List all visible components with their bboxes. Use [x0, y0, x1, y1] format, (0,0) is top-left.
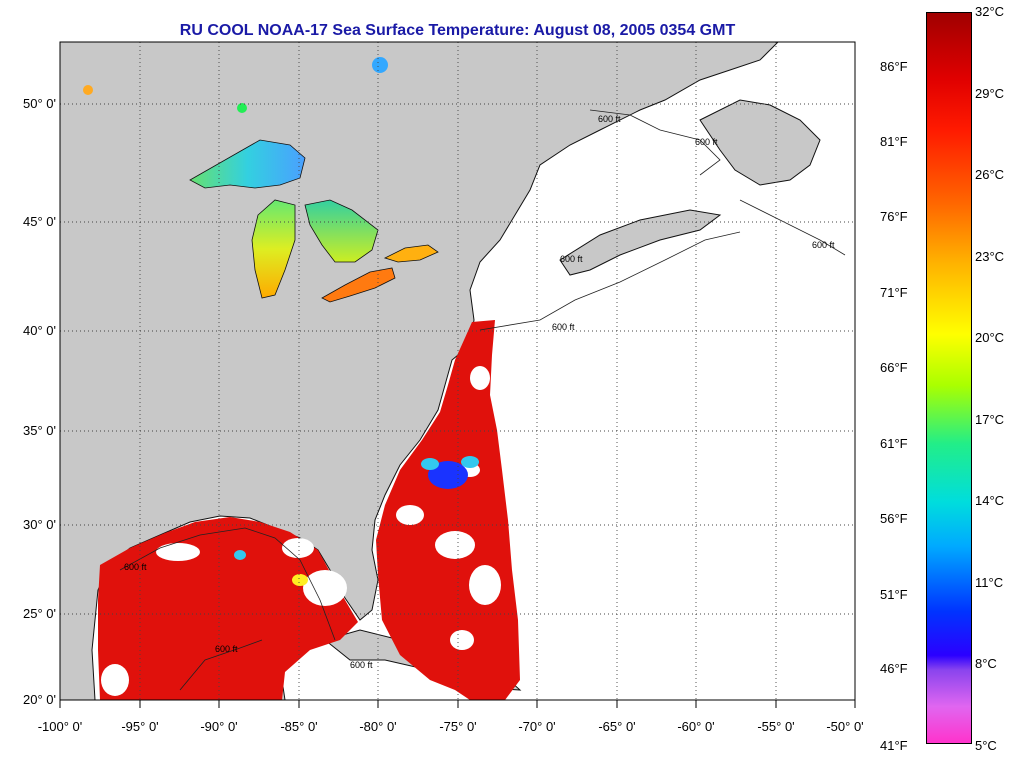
maritimes-land [559, 209, 722, 276]
cool-sst-patch [234, 550, 246, 560]
gulf-sst [98, 517, 358, 700]
inland-lake [237, 103, 247, 113]
lon-label: -90° 0' [200, 719, 238, 734]
axis-ticks [59, 700, 856, 708]
lon-label: -85° 0' [280, 719, 318, 734]
colorbar-c-label: 29°C [975, 86, 1005, 101]
lon-label: -65° 0' [598, 719, 636, 734]
lake-michigan [251, 199, 296, 299]
cool-sst-patch [421, 458, 439, 470]
colorbar-f-label: 61°F [880, 436, 908, 451]
lat-label: 45° 0' [23, 214, 56, 229]
colorbar-c-label: 5°C [975, 738, 997, 753]
isobath-contour [589, 109, 721, 176]
colorbar-c-label: 20°C [975, 330, 1005, 345]
lon-label: -55° 0' [757, 719, 795, 734]
lon-label: -95° 0' [121, 719, 159, 734]
lake-huron [304, 199, 379, 263]
atlantic-sst-swath [376, 320, 520, 700]
isobath-contour [479, 231, 741, 331]
cloud-gap [282, 538, 314, 558]
isobath-contour [739, 199, 846, 256]
colorbar-c-label: 8°C [975, 656, 997, 671]
isobath-label: 600 ft [215, 644, 238, 654]
map-title: RU COOL NOAA-17 Sea Surface Temperature:… [179, 22, 736, 39]
colorbar-c-label: 11°C [975, 575, 1004, 590]
cloud-gap [101, 664, 129, 696]
colorbar-f-label: 66°F [880, 360, 908, 375]
lat-label: 25° 0' [23, 606, 56, 621]
inland-lake [372, 57, 388, 73]
lon-label: -100° 0' [37, 719, 83, 734]
colorbar-c-label: 14°C [975, 493, 1005, 508]
isobath-label: 600 ft [598, 114, 621, 124]
colorbar-f-label: 71°F [880, 285, 908, 300]
colorbar-c-label: 32°C [975, 4, 1005, 19]
isobath-label: 600 ft [812, 240, 835, 250]
lat-label: 50° 0' [23, 96, 56, 111]
isobath-contour [119, 527, 336, 641]
lon-label: -70° 0' [518, 719, 556, 734]
lon-label: -60° 0' [677, 719, 715, 734]
cloud-gap [470, 366, 490, 390]
lon-label: -80° 0' [359, 719, 397, 734]
lat-label: 35° 0' [23, 423, 56, 438]
lat-label: 40° 0' [23, 323, 56, 338]
cloud-gap [450, 630, 474, 650]
colorbar-f-label: 41°F [880, 738, 908, 753]
colorbar-f-label: 76°F [880, 209, 908, 224]
sst-colorbar [926, 12, 972, 744]
lon-label: -50° 0' [826, 719, 864, 734]
colorbar-c-label: 26°C [975, 167, 1005, 182]
colorbar-f-label: 86°F [880, 59, 908, 74]
isobath-label: 600 ft [124, 562, 147, 572]
colorbar-f-label: 51°F [880, 587, 908, 602]
cloud-gap [435, 531, 475, 559]
lat-label: 30° 0' [23, 517, 56, 532]
lake-ontario [383, 244, 439, 263]
isobath-label: 600 ft [552, 322, 575, 332]
isobath-contour [179, 639, 263, 691]
lat-label: 20° 0' [23, 692, 56, 707]
graticule [60, 42, 855, 700]
newfoundland-land [699, 99, 821, 186]
land-mass [60, 42, 779, 700]
colorbar-f-label: 81°F [880, 134, 908, 149]
lake-erie [321, 267, 396, 303]
cloud-gap [156, 543, 200, 561]
cool-sst-patch [292, 574, 308, 586]
colorbar-c-label: 17°C [975, 412, 1005, 427]
isobath-label: 600 ft [560, 254, 583, 264]
cloud-gap [303, 570, 347, 606]
colorbar-c-label: 23°C [975, 249, 1005, 264]
cool-sst-patch [461, 456, 479, 468]
inland-lake [83, 85, 93, 95]
isobath-label: 600 ft [695, 137, 718, 147]
cloud-gap [396, 505, 424, 525]
colorbar-f-label: 46°F [880, 661, 908, 676]
isobath-label: 600 ft [350, 660, 373, 670]
lake-superior [189, 139, 306, 189]
cloud-gap [469, 565, 501, 605]
lon-label: -75° 0' [439, 719, 477, 734]
colorbar-f-label: 56°F [880, 511, 908, 526]
